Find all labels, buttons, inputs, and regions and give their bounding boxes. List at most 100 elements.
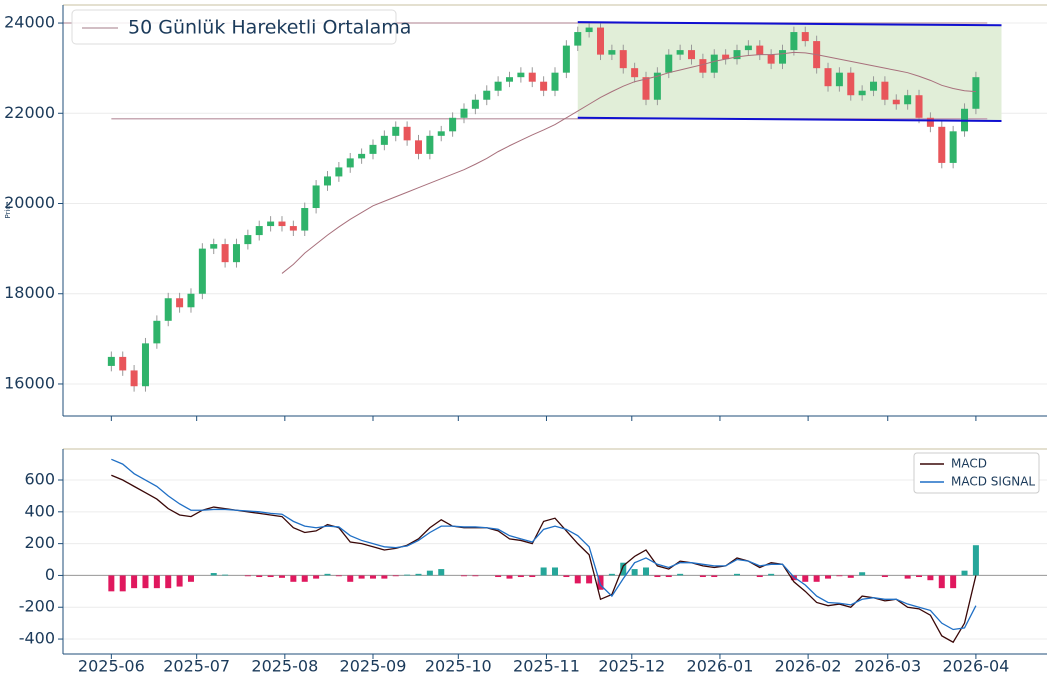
histogram-bar — [881, 575, 888, 578]
histogram-bar — [358, 575, 365, 579]
histogram-bar — [734, 573, 741, 576]
histogram-bar — [836, 575, 843, 577]
histogram-bar — [574, 575, 581, 584]
candle-body — [244, 235, 252, 245]
histogram-bar — [950, 575, 957, 589]
candle-body — [551, 72, 559, 91]
candle-body — [449, 117, 457, 132]
histogram-bar — [972, 545, 979, 576]
x-tick-label: 2026-04 — [942, 657, 1009, 676]
histogram-bar — [631, 569, 638, 576]
candle-body — [460, 108, 468, 118]
histogram-bar — [108, 575, 115, 592]
candle-body — [471, 99, 479, 109]
candle-body — [335, 167, 343, 177]
histogram-bar — [256, 575, 263, 578]
candle-body — [767, 54, 775, 64]
histogram-bar — [790, 575, 797, 581]
histogram-bar — [301, 575, 308, 582]
y-tick-label: 18000 — [4, 283, 55, 302]
candle-body — [153, 320, 161, 344]
candle-body — [892, 99, 900, 105]
candle-body — [164, 298, 172, 321]
candle-body — [744, 45, 752, 51]
candle-body — [608, 50, 616, 55]
histogram-bar — [142, 575, 149, 589]
y-tick-label: 400 — [24, 501, 55, 520]
histogram-bar — [529, 575, 536, 578]
histogram-bar — [187, 575, 194, 582]
histogram-bar — [438, 569, 445, 576]
candle-body — [949, 131, 957, 163]
x-tick-label: 2025-09 — [340, 657, 407, 676]
candle-body — [176, 298, 184, 308]
histogram-bar — [654, 575, 661, 578]
candle-body — [801, 32, 809, 42]
candle-body — [915, 95, 923, 118]
y-tick-label: -200 — [19, 597, 55, 616]
x-tick-label: 2025-07 — [163, 657, 230, 676]
candle-body — [642, 77, 650, 100]
candle-body — [141, 343, 149, 387]
candle-body — [631, 68, 639, 78]
candle-body — [107, 356, 115, 366]
histogram-bar — [210, 573, 217, 576]
y-tick-label: 16000 — [4, 373, 55, 392]
channel-upper — [577, 21, 1002, 27]
histogram-bar — [381, 575, 388, 579]
candle-body — [380, 135, 388, 145]
legend-box — [913, 452, 1040, 494]
candle-body — [312, 185, 320, 209]
candle-body — [494, 81, 502, 91]
candle-body — [597, 27, 605, 55]
histogram-bar — [540, 567, 547, 576]
histogram-bar — [756, 575, 763, 578]
histogram-bar — [119, 575, 126, 592]
histogram-bar — [517, 575, 524, 578]
candle-body — [289, 226, 297, 231]
x-tick-label: 2025-10 — [425, 657, 492, 676]
candle-body — [665, 54, 673, 73]
candle-body — [688, 50, 696, 60]
candle-body — [926, 117, 934, 127]
legend-label: MACD — [951, 457, 987, 471]
candle-body — [733, 50, 741, 60]
candle-body — [619, 50, 627, 69]
histogram-bar — [165, 575, 172, 589]
histogram-bar — [699, 575, 706, 578]
histogram-bar — [961, 570, 968, 576]
histogram-bar — [404, 574, 411, 576]
x-tick-label: 2026-01 — [687, 657, 754, 676]
x-tick-label: 2026-03 — [854, 657, 921, 676]
candle-body — [881, 81, 889, 100]
histogram-bar — [176, 575, 183, 587]
candle-body — [653, 72, 661, 100]
x-tick-label: 2025-11 — [513, 657, 580, 676]
x-tick-label: 2025-12 — [598, 657, 665, 676]
histogram-bar — [904, 575, 911, 579]
candle-body — [369, 144, 377, 154]
candle-body — [722, 54, 730, 60]
ma-line — [281, 51, 976, 274]
histogram-bar — [267, 575, 274, 578]
histogram-bar — [552, 567, 558, 576]
y-tick-label: 0 — [45, 565, 55, 584]
candle-body — [790, 32, 798, 51]
candle-body — [198, 248, 206, 294]
candle-body — [938, 126, 946, 163]
candle-body — [835, 72, 843, 87]
y-tick-label: 20000 — [4, 193, 55, 212]
candle-body — [904, 95, 912, 105]
histogram-bar — [131, 575, 138, 589]
candle-body — [437, 131, 445, 136]
legend-label: 50 Günlük Hareketli Ortalama — [128, 17, 411, 39]
macd-line — [111, 474, 977, 644]
histogram-bar — [927, 575, 934, 581]
candle-body — [210, 244, 218, 249]
candle-body — [676, 50, 684, 55]
legend-label: MACD SIGNAL — [951, 475, 1035, 489]
histogram-bar — [495, 575, 502, 578]
candle-body — [710, 54, 718, 73]
candle-body — [187, 293, 195, 308]
